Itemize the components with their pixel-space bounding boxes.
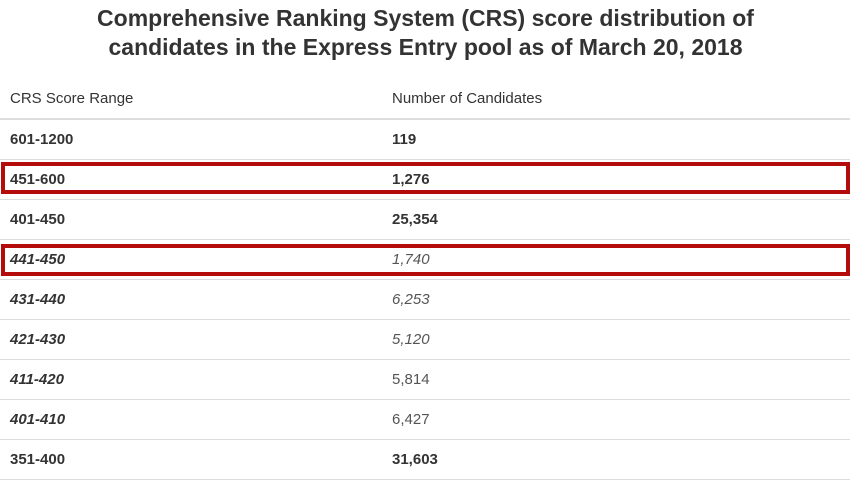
- row-range-cell: 451-600: [10, 171, 66, 188]
- crs-distribution-table: CRS Score Range Number of Candidates 601…: [0, 78, 850, 480]
- table-row: 401-410 6,427: [0, 400, 850, 440]
- row-range-cell: 351-400: [10, 451, 66, 468]
- row-count-cell: 119: [392, 131, 417, 148]
- row-count-cell: 6,427: [392, 411, 430, 428]
- row-range-cell: 601-1200: [10, 131, 74, 148]
- row-count-cell: 31,603: [392, 451, 438, 468]
- title-line-1: Comprehensive Ranking System (CRS) score…: [97, 5, 754, 31]
- row-range-cell: 441-450: [10, 251, 66, 268]
- row-range-cell: 431-440: [10, 291, 66, 308]
- row-count-cell: 1,740: [392, 251, 430, 268]
- table-row: 431-440 6,253: [0, 280, 850, 320]
- row-range-cell: 421-430: [10, 331, 66, 348]
- title-line-2: candidates in the Express Entry pool as …: [108, 34, 743, 60]
- page-title: Comprehensive Ranking System (CRS) score…: [0, 4, 851, 62]
- row-range-cell: 411-420: [10, 371, 64, 388]
- table-row: 601-1200 119: [0, 120, 850, 160]
- table-row: 401-450 25,354: [0, 200, 850, 240]
- table-row: 451-600 1,276: [0, 160, 850, 200]
- row-count-cell: 1,276: [392, 171, 430, 188]
- row-range-cell: 401-450: [10, 211, 66, 228]
- table-header-row: CRS Score Range Number of Candidates: [0, 78, 850, 120]
- row-count-cell: 25,354: [392, 211, 438, 228]
- row-range-cell: 401-410: [10, 411, 66, 428]
- row-count-cell: 6,253: [392, 291, 430, 308]
- row-count-cell: 5,814: [392, 371, 430, 388]
- table-row: 441-450 1,740: [0, 240, 850, 280]
- table-row: 351-400 31,603: [0, 440, 850, 480]
- header-crs-score-range: CRS Score Range: [10, 89, 134, 107]
- header-number-of-candidates: Number of Candidates: [392, 89, 543, 107]
- row-count-cell: 5,120: [392, 331, 430, 348]
- table-row: 411-420 5,814: [0, 360, 850, 400]
- table-row: 421-430 5,120: [0, 320, 850, 360]
